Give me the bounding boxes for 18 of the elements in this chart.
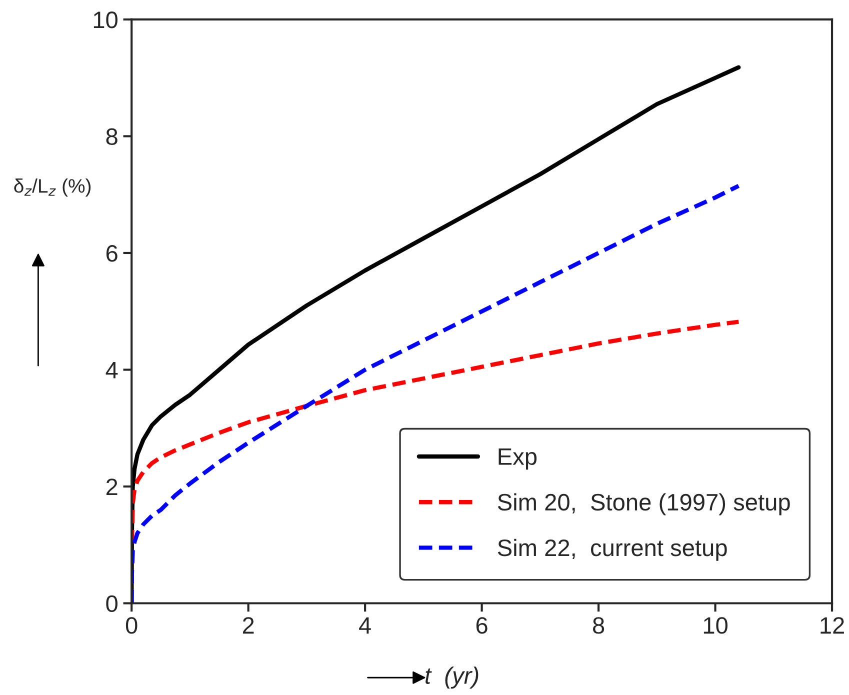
- x-tick-label: 2: [242, 617, 254, 634]
- y-tick-label: 10: [94, 12, 118, 28]
- x-tick-label: 4: [359, 617, 371, 634]
- legend-label: Exp: [498, 448, 537, 470]
- legend-label: Sim 22, current setup: [498, 538, 727, 561]
- y-tick-label: 4: [106, 362, 118, 378]
- y-tick-label: 8: [106, 128, 118, 146]
- x-axis-title: t (yr): [426, 666, 478, 689]
- x-tick-label: 8: [593, 617, 604, 634]
- y-tick-label: 0: [106, 595, 118, 612]
- x-tick-label: 6: [476, 617, 488, 634]
- x-tick-label: 10: [704, 617, 728, 634]
- x-tick-label: 12: [820, 617, 844, 634]
- y-axis-title: δ$_{z}$/L$_{z}$ (%): [14, 178, 91, 197]
- x-tick-label: 0: [126, 617, 138, 634]
- legend-label: Sim 20, Stone (1997) setup: [498, 493, 790, 516]
- y-tick-label: 2: [106, 478, 118, 496]
- y-tick-label: 6: [106, 245, 118, 262]
